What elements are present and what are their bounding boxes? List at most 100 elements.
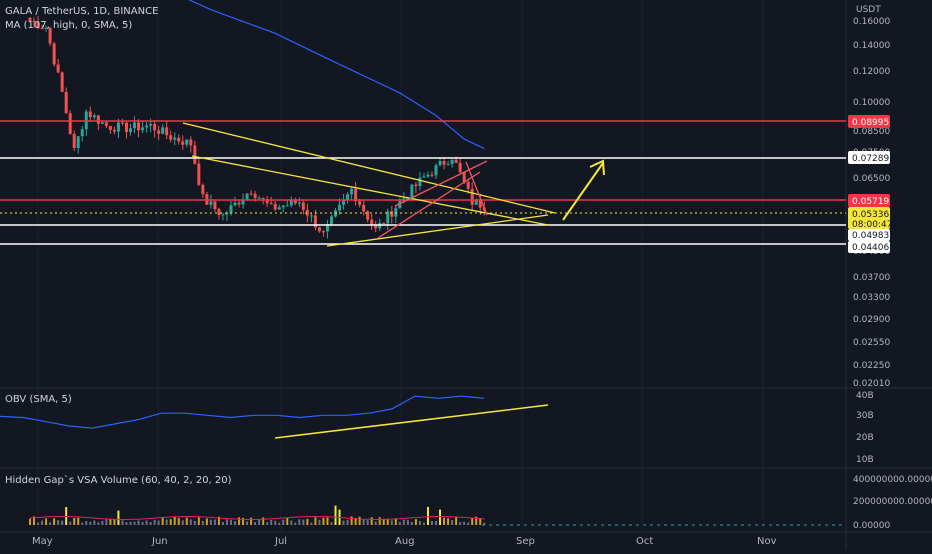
- volume-bar: [97, 522, 100, 525]
- obv-tick: 40B: [856, 391, 874, 401]
- volume-bar: [113, 519, 116, 525]
- volume-bar: [435, 521, 438, 525]
- candle-body: [108, 125, 112, 130]
- candle-body: [426, 174, 430, 177]
- candle-body: [36, 21, 40, 29]
- volume-bar: [201, 520, 204, 525]
- volume-bar: [298, 519, 301, 525]
- volume-bar: [386, 518, 389, 525]
- candle-body: [366, 211, 370, 220]
- projection-arrow-head: [589, 159, 605, 176]
- channel-line-drop[interactable]: [465, 161, 488, 216]
- volume-bar: [358, 516, 361, 525]
- candle-body: [112, 129, 116, 132]
- candle-body: [454, 159, 458, 163]
- volume-bar: [443, 517, 446, 525]
- trendline-drawings[interactable]: [182, 122, 605, 247]
- volume-bar: [246, 521, 249, 525]
- candle-body: [285, 205, 289, 207]
- volume-bar: [475, 516, 478, 525]
- volume-bar: [467, 522, 470, 525]
- volume-bar: [418, 521, 421, 525]
- volume-tick: 0.00000: [853, 521, 890, 531]
- volume-bar: [77, 517, 80, 525]
- volume-bar: [378, 517, 381, 525]
- candle-body: [68, 113, 72, 134]
- obv-legend[interactable]: OBV (SMA, 5): [5, 394, 72, 405]
- volume-bar: [221, 521, 224, 525]
- volume-bar: [117, 510, 120, 525]
- candle-body: [289, 200, 293, 206]
- price-markers[interactable]: 0.08995 0.07289 0.05719 0.05336 08:00:47…: [848, 115, 892, 253]
- last-price-label: 0.05336: [852, 210, 889, 220]
- vsa-legend[interactable]: Hidden Gap`s VSA Volume (60, 40, 2, 20, …: [5, 474, 232, 486]
- price-tick: 0.03300: [853, 293, 890, 303]
- candle-body: [100, 122, 104, 124]
- volume-bar: [254, 521, 257, 525]
- volume-bar: [37, 522, 40, 525]
- volume-bar: [262, 517, 265, 525]
- time-axis[interactable]: May Jun Jul Aug Sep Oct Nov: [32, 536, 777, 547]
- candle-body: [370, 219, 374, 225]
- price-tick: 0.02550: [853, 338, 890, 348]
- volume-bar: [290, 520, 293, 525]
- candle-body: [273, 203, 277, 210]
- symbol-title[interactable]: GALA / TetherUS, 1D, BINANCE: [5, 6, 158, 17]
- candle-body: [358, 201, 362, 205]
- descending-trendline-upper[interactable]: [182, 122, 556, 214]
- descending-trendline-lower[interactable]: [191, 155, 549, 226]
- volume-bar: [318, 519, 321, 525]
- volume-bar: [294, 522, 297, 525]
- projection-arrow-shaft[interactable]: [562, 162, 604, 221]
- volume-bar: [402, 519, 405, 525]
- price-tick: 0.02010: [853, 379, 890, 389]
- volume-bar: [483, 522, 486, 525]
- candle-body: [330, 216, 333, 224]
- candle-body: [474, 199, 478, 205]
- volume-bar: [310, 522, 313, 525]
- candle-body: [56, 64, 60, 73]
- channel-line-upper[interactable]: [394, 160, 488, 207]
- price-tick: 0.08500: [853, 127, 890, 137]
- volume-bar: [390, 520, 393, 525]
- volume-bar: [165, 519, 168, 525]
- candle-body: [72, 133, 76, 149]
- candle-body: [478, 199, 482, 208]
- ascending-trendline[interactable]: [326, 214, 549, 247]
- ma-legend[interactable]: MA (107, high, 0, SMA, 5): [5, 20, 132, 31]
- price-tick: 0.12000: [853, 67, 890, 77]
- volume-bar: [451, 519, 454, 525]
- volume-bar: [69, 521, 72, 525]
- channel-line-lower[interactable]: [377, 171, 481, 239]
- candle-body: [145, 125, 149, 128]
- volume-bar: [302, 519, 305, 525]
- volume-bar: [157, 520, 160, 525]
- candlestick-series[interactable]: [28, 16, 486, 239]
- volume-bar: [278, 522, 281, 525]
- volume-bar: [189, 519, 192, 525]
- volume-bar: [463, 521, 466, 525]
- price-tick: 0.02250: [853, 361, 890, 371]
- volume-bar: [125, 522, 128, 525]
- candle-body: [213, 201, 217, 210]
- volume-bar: [85, 521, 88, 525]
- candle-body: [116, 122, 120, 132]
- volume-bar: [213, 519, 216, 525]
- candle-body: [169, 135, 173, 140]
- horizontal-levels[interactable]: [0, 120, 846, 245]
- volume-axis[interactable]: 400000000.00000 200000000.00000 0.00000: [853, 475, 932, 531]
- obv-trendline[interactable]: [274, 404, 549, 439]
- candle-body: [305, 209, 309, 216]
- candle-body: [124, 122, 128, 133]
- obv-axis[interactable]: 40B 30B 20B 10B: [856, 391, 874, 465]
- candle-body: [410, 184, 414, 199]
- volume-bar: [133, 521, 136, 525]
- volume-bar: [181, 520, 184, 525]
- candle-body: [277, 207, 281, 210]
- volume-bar: [234, 521, 237, 525]
- time-tick: Nov: [757, 536, 777, 547]
- volume-bar: [410, 522, 413, 525]
- candle-body: [422, 176, 426, 178]
- candle-body: [197, 163, 201, 185]
